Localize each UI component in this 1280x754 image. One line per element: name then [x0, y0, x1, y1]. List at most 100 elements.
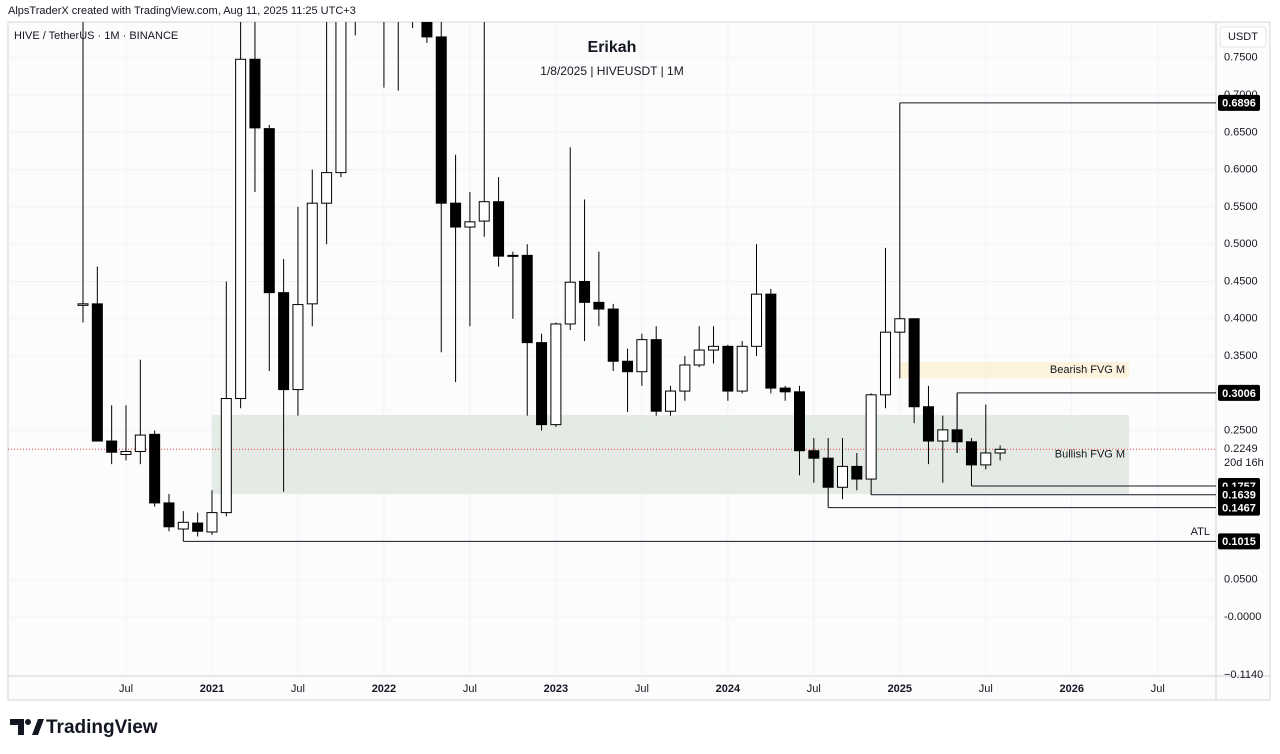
level-label-box: [1218, 486, 1260, 503]
countdown: 20d 16h: [1224, 457, 1264, 469]
last-price-box: [1218, 441, 1264, 472]
candle-body: [91, 303, 103, 442]
x-tick-label: 2026: [1060, 683, 1084, 695]
candle-body: [836, 465, 848, 488]
candle-body: [421, 22, 433, 38]
level-label: 0.3006: [1222, 388, 1256, 400]
candle-body: [220, 398, 232, 514]
candle-body: [493, 201, 505, 257]
level-name: ATL: [1191, 526, 1210, 538]
x-tick-label: 2024: [716, 683, 741, 695]
level-label: 0.1015: [1222, 536, 1256, 548]
candle-body: [593, 301, 605, 310]
x-tick-label: Jul: [291, 683, 305, 695]
zone-label: Bullish FVG M: [1055, 448, 1125, 460]
candle-body: [708, 345, 720, 351]
x-tick-label: 2021: [200, 683, 224, 695]
y-tick-label: 0.6500: [1224, 126, 1258, 138]
x-tick-label: Jul: [979, 683, 993, 695]
candle-body: [263, 128, 275, 294]
x-tick-label: Jul: [1151, 683, 1165, 695]
chart-title: Erikah: [588, 39, 637, 56]
symbol: HIVE / TetherUS · 1M · BINANCE: [14, 30, 178, 42]
candle-body: [536, 342, 548, 426]
level-label-box: [1218, 384, 1260, 401]
candle-body: [550, 323, 562, 426]
candle-body: [120, 450, 132, 455]
candle-body: [607, 308, 619, 362]
candle-body: [808, 450, 820, 459]
candle-body: [736, 345, 748, 392]
y-tick-label: −0.1140: [1224, 669, 1263, 681]
x-tick-label: Jul: [119, 683, 133, 695]
y-tick-label: 0.2500: [1224, 425, 1258, 437]
candle-body: [579, 280, 591, 303]
candle-body: [865, 394, 877, 480]
candle-body: [163, 502, 175, 528]
candle-body: [994, 448, 1006, 454]
x-tick-label: 2022: [372, 683, 396, 695]
x-tick-label: 2023: [544, 683, 568, 695]
currency[interactable]: USDT: [1228, 31, 1258, 43]
candle-body: [980, 452, 992, 466]
brand: TradingView: [46, 717, 158, 738]
candle-body: [822, 457, 834, 488]
candle-body: [794, 391, 805, 452]
candle-body: [851, 465, 863, 480]
candle-body: [335, 22, 347, 174]
candle-body: [521, 254, 533, 344]
level-label: 0.1639: [1222, 490, 1256, 502]
candle-body: [693, 349, 705, 366]
candle-body: [149, 433, 161, 504]
candle-body: [879, 331, 891, 396]
y-tick-label: 0.7500: [1224, 52, 1258, 64]
candle-body: [435, 36, 447, 204]
candle-body: [249, 58, 261, 129]
candle-body: [622, 360, 634, 373]
currency-box[interactable]: [1219, 26, 1267, 48]
candle-body: [665, 390, 677, 412]
credit: AlpsTraderX created with TradingView.com…: [8, 5, 356, 17]
axes: 0.75000.70000.65000.60000.55000.50000.45…: [119, 52, 1264, 695]
x-tick-label: Jul: [807, 683, 821, 695]
candle-body: [134, 434, 146, 452]
candle-body: [478, 201, 490, 222]
fvg-zone: [211, 414, 1130, 494]
candle-body: [908, 318, 920, 408]
x-tick-label: Jul: [463, 683, 477, 695]
last-price-label: 0.2249: [1224, 443, 1258, 455]
candle-body: [235, 58, 247, 400]
candle-body: [306, 202, 318, 305]
candle-body: [177, 521, 189, 530]
candle-body: [722, 345, 734, 392]
candle-body: [564, 281, 576, 325]
candle-body: [106, 440, 118, 453]
candle-body: [507, 254, 519, 257]
candle-body: [321, 172, 333, 204]
y-tick-label: 0.4500: [1224, 275, 1258, 287]
x-tick-label: 2025: [888, 683, 912, 695]
level-label-box: [1218, 533, 1260, 550]
level-label: 0.6896: [1222, 98, 1256, 110]
level-label: 0.1467: [1222, 503, 1256, 515]
y-tick-label: 0.3500: [1224, 350, 1258, 362]
y-tick-label: 0.0500: [1224, 574, 1258, 586]
y-tick-label: 0.5500: [1224, 201, 1258, 213]
candle-body: [937, 429, 949, 442]
candle-body: [922, 406, 934, 442]
candle-body: [751, 293, 763, 347]
chart-subtitle: 1/8/2025 | HIVEUSDT | 1M: [540, 64, 683, 78]
candle-body: [278, 292, 290, 391]
x-tick-label: Jul: [635, 683, 649, 695]
y-tick-label: 0.5000: [1224, 238, 1258, 250]
candle-body: [894, 318, 906, 333]
candle-body: [292, 304, 304, 391]
y-tick-label: 0.6000: [1224, 164, 1258, 176]
level-label-box: [1218, 499, 1260, 516]
candle-body: [450, 202, 462, 228]
candle-body: [464, 221, 476, 228]
candle-body: [636, 339, 648, 373]
candle-body: [192, 522, 204, 532]
brand-logo: [10, 719, 44, 735]
